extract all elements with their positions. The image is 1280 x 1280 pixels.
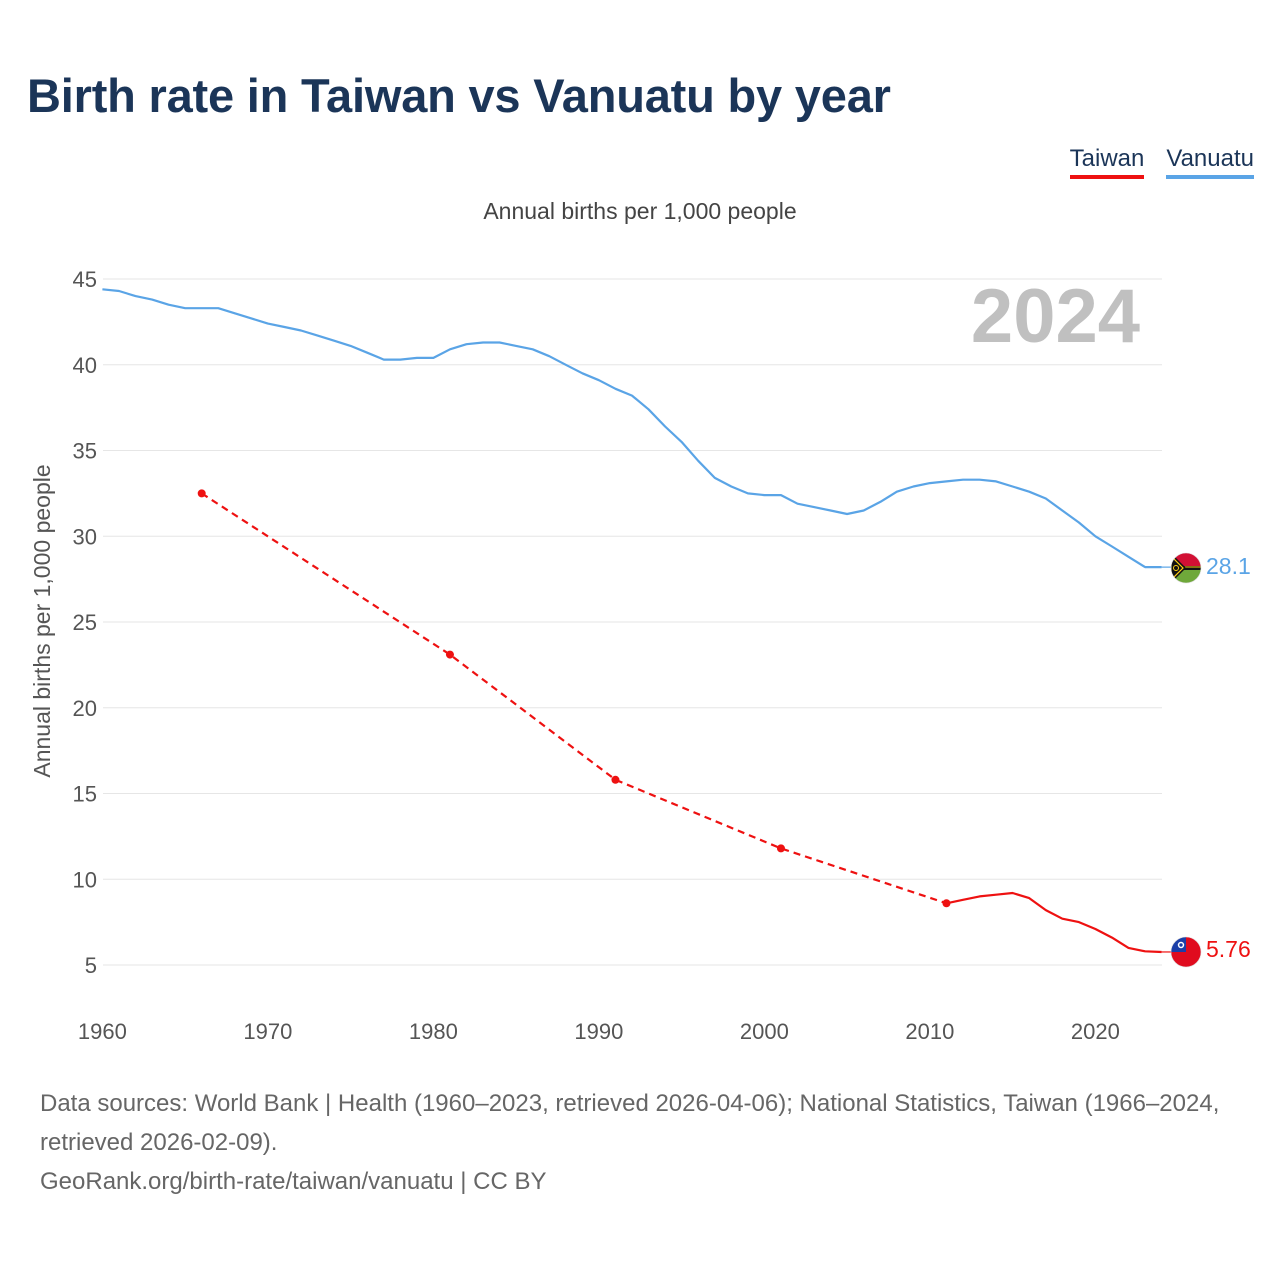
chart-subtitle: Annual births per 1,000 people [483,198,797,224]
legend-item-vanuatu[interactable]: Vanuatu [1166,146,1254,179]
y-tick-label: 15 [73,782,97,807]
y-tick-label: 35 [73,439,97,464]
y-tick-label: 10 [73,867,97,892]
taiwan-flag-border [1170,936,1202,968]
taiwan-data-point [611,775,620,784]
x-tick-label: 1970 [243,1019,292,1044]
series-line-taiwan [946,891,1162,954]
x-tick-label: 2020 [1071,1019,1120,1044]
chart-title: Birth rate in Taiwan vs Vanuatu by year [27,69,891,122]
y-tick-label: 25 [73,610,97,635]
end-value-taiwan: 5.76 [1206,936,1251,962]
x-axis-ticks: 1960 1970 1980 1990 2000 2010 2020 [78,1019,1120,1044]
taiwan-data-point [776,844,785,853]
data-sources: Data sources: World Bank | Health (1960–… [40,1090,1220,1156]
vanuatu-flag-icon [1171,553,1201,583]
x-tick-label: 2000 [740,1019,789,1044]
grid-lines [103,278,1162,966]
y-tick-label: 45 [73,267,97,292]
y-axis-ticks: 5 10 15 20 25 30 35 40 45 [73,267,97,978]
x-tick-label: 1990 [574,1019,623,1044]
end-value-vanuatu: 28.1 [1206,553,1251,579]
y-tick-label: 40 [73,353,97,378]
taiwan-data-point [942,899,951,908]
series-line-taiwan-dashed [201,492,947,905]
legend-item-taiwan[interactable]: Taiwan [1069,146,1145,179]
y-tick-label: 20 [73,696,97,721]
y-axis-label: Annual births per 1,000 people [29,464,55,777]
x-tick-label: 1960 [78,1019,127,1044]
taiwan-data-point [197,489,206,498]
x-tick-label: 2010 [905,1019,954,1044]
y-tick-label: 5 [85,953,97,978]
series-lines [102,288,1171,954]
footer: Data sources: World Bank | Health (1960–… [40,1084,1250,1201]
vanuatu-flag-border [1170,552,1202,584]
taiwan-flag-icon [1171,937,1201,967]
credit-link[interactable]: GeoRank.org/birth-rate/taiwan/vanuatu | … [40,1168,547,1195]
year-watermark: 2024 [971,274,1140,359]
series-markers [197,489,951,908]
y-tick-label: 30 [73,524,97,549]
legend: Taiwan Vanuatu [1069,146,1254,179]
x-tick-label: 1980 [409,1019,458,1044]
series-line-vanuatu [102,288,1162,569]
taiwan-data-point [445,650,454,659]
